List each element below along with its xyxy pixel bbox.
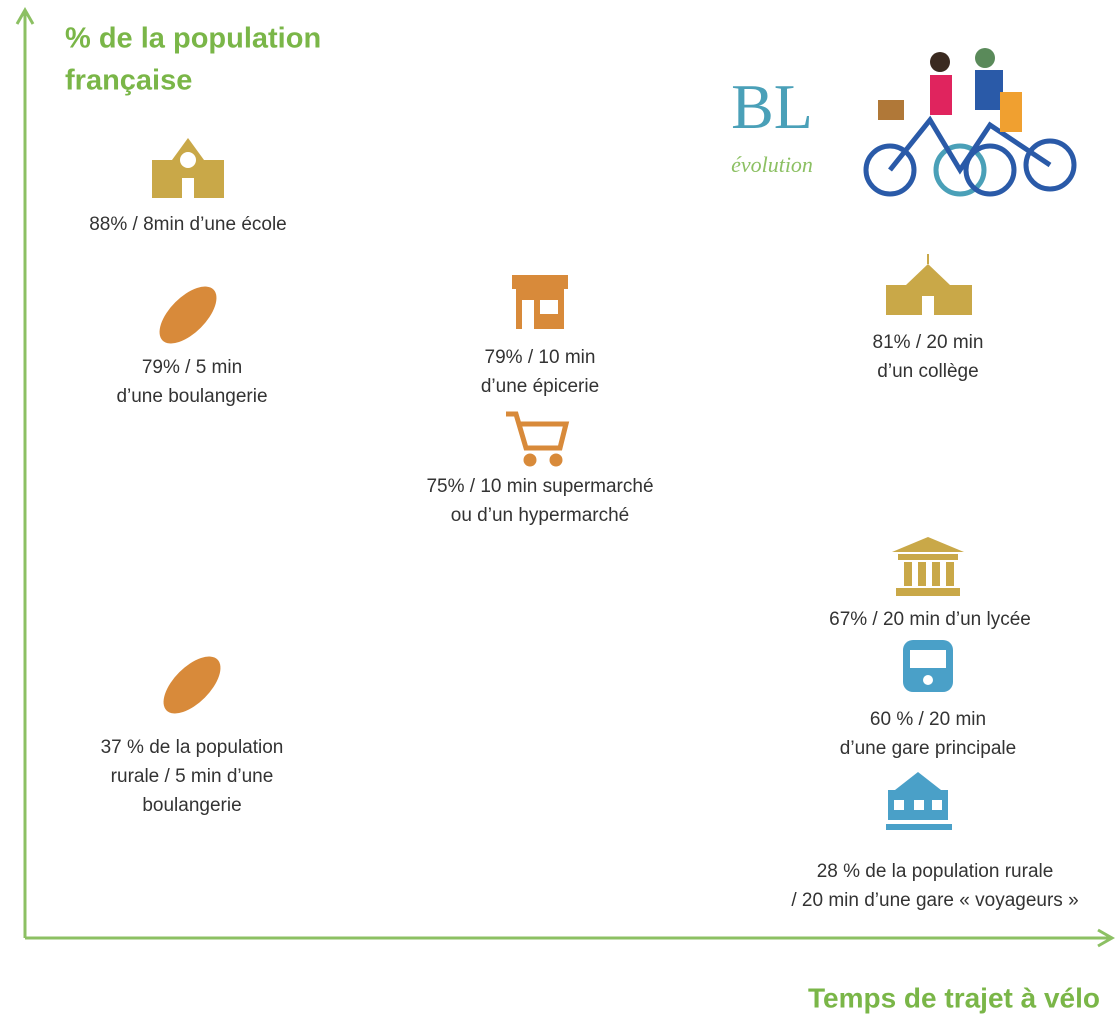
icon-bread: [159, 286, 217, 344]
item-label: boulangerie: [142, 795, 241, 816]
icon-shop: [512, 275, 568, 329]
item-label: d’un collège: [877, 361, 978, 382]
logo-sub: évolution: [731, 152, 813, 177]
icon-lycee: [892, 537, 964, 596]
icon-school: [152, 138, 224, 198]
y-axis-label: française: [65, 65, 192, 97]
y-axis-label: % de la population: [65, 23, 321, 55]
item-label: rurale / 5 min d’une: [111, 766, 274, 787]
icon-college: [886, 254, 972, 315]
item-label: / 20 min d’une gare « voyageurs »: [791, 890, 1078, 911]
item-label: 37 % de la population: [101, 737, 284, 758]
item-label: 79% / 10 min: [485, 347, 596, 368]
icon-station: [886, 772, 952, 830]
item-label: 28 % de la population rurale: [817, 861, 1054, 882]
item-label: 67% / 20 min d’un lycée: [829, 609, 1031, 630]
item-label: 75% / 10 min supermarché: [426, 476, 653, 497]
item-label: 60 % / 20 min: [870, 709, 986, 730]
item-label: d’une épicerie: [481, 376, 599, 397]
logo: BL: [731, 71, 813, 142]
x-axis-label: Temps de trajet à vélo: [808, 982, 1100, 1013]
bike-illustration: [863, 48, 1077, 197]
axes: [15, 6, 1115, 948]
item-label: 81% / 20 min: [873, 332, 984, 353]
icon-cart: [506, 411, 570, 467]
item-label: d’une gare principale: [840, 738, 1016, 759]
icon-train: [903, 640, 953, 692]
item-label: d’une boulangerie: [116, 386, 267, 407]
item-label: ou d’un hypermarché: [451, 505, 630, 526]
icon-bread: [163, 656, 221, 714]
item-label: 88% / 8min d’une école: [89, 214, 287, 235]
item-label: 79% / 5 min: [142, 357, 242, 378]
